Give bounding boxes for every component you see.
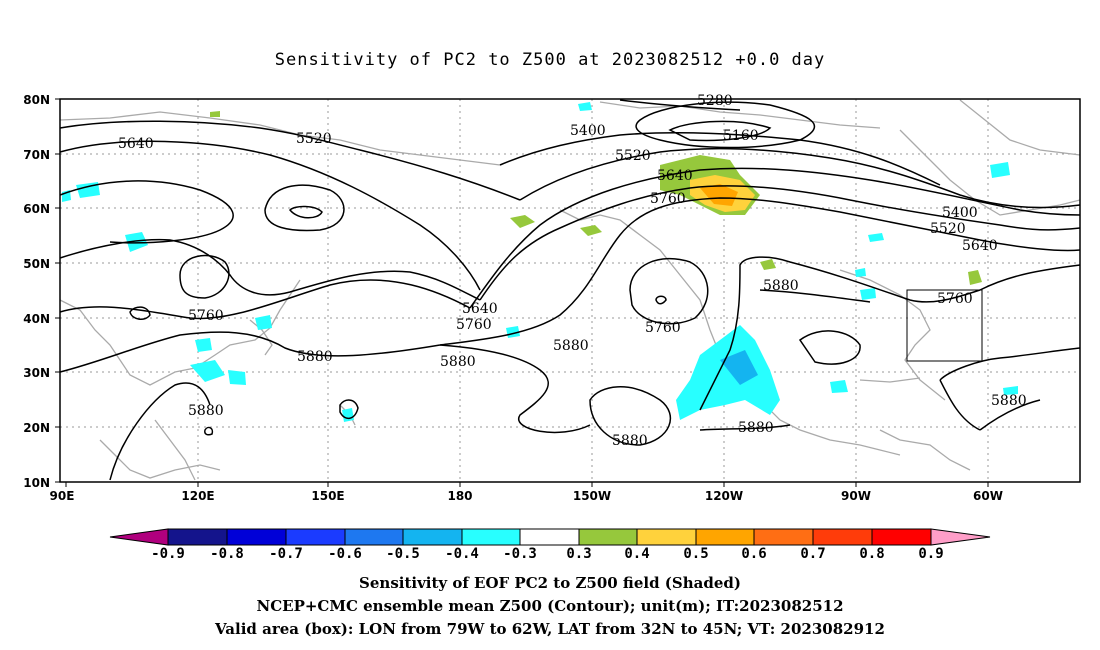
contour-label: 5760 [645,320,681,336]
contour-label: 5880 [991,393,1027,409]
colorbar-label: 0.7 [800,546,825,562]
contour-label: 5400 [942,205,978,221]
lon-label: 90W [841,489,871,503]
contour-label: 5880 [440,354,476,370]
contour-label: 5640 [118,136,154,152]
contour-label: 5520 [296,131,332,147]
lat-label: 30N [23,366,50,380]
colorbar-label: 0.6 [741,546,766,562]
lon-label: 120E [181,489,214,503]
contour-label: 5880 [612,433,648,449]
lat-label: 50N [23,257,50,271]
contour-label: 5520 [615,148,651,164]
contour-label: 5640 [657,168,693,184]
lon-label: 90E [50,489,75,503]
contour-label: 5280 [697,93,733,109]
colorbar-label: -0.6 [328,546,362,562]
lon-label: 180 [447,489,472,503]
colorbar-label: -0.9 [151,546,185,562]
colorbar-label: -0.4 [445,546,479,562]
valid-area-box [906,289,983,362]
colorbar: -0.9 -0.8 -0.7 -0.6 -0.5 -0.4 -0.3 0.3 0… [109,528,991,562]
contour-label: 5880 [188,403,224,419]
contour-label: 5880 [738,420,774,436]
contour-label: 5640 [962,238,998,254]
colorbar-arrow-left [109,528,169,546]
colorbar-label: -0.5 [386,546,420,562]
footer-line-1: Sensitivity of EOF PC2 to Z500 field (Sh… [359,574,741,592]
contour-label: 5880 [297,349,333,365]
plot-area: 5280 5160 5400 5520 5640 5520 5640 5760 … [59,93,1081,483]
colorbar-label: 0.4 [624,546,649,562]
lat-label: 70N [23,148,50,162]
lon-label: 60W [973,489,1003,503]
colorbar-label: -0.3 [503,546,537,562]
lon-label: 120W [705,489,743,503]
contour-label: 5160 [723,128,759,144]
lat-label: 60N [23,202,50,216]
contour-label: 5520 [930,221,966,237]
contour-label: 5760 [188,308,224,324]
contour-label: 5880 [763,278,799,294]
lon-label: 150E [311,489,344,503]
contour-label: 5760 [937,291,973,307]
page-title: Sensitivity of PC2 to Z500 at 2023082512… [274,50,826,70]
colorbar-label: 0.9 [918,546,943,562]
footer-line-2: NCEP+CMC ensemble mean Z500 (Contour); u… [256,597,844,615]
axis-ticks [55,98,989,487]
contour-label: 5760 [456,317,492,333]
colorbar-arrow-right [930,528,991,546]
colorbar-label: -0.8 [210,546,244,562]
lat-label: 10N [23,476,50,490]
z500-contours [59,99,1081,481]
coastlines [59,99,1081,481]
footer-line-3: Valid area (box): LON from 79W to 62W, L… [215,620,885,638]
lat-label: 40N [23,312,50,326]
contour-label: 5400 [570,123,606,139]
colorbar-label: 0.5 [683,546,708,562]
colorbar-label: 0.8 [859,546,884,562]
sensitivity-shading [62,102,1018,422]
lat-label: 80N [23,93,50,107]
contour-label: 5640 [462,301,498,317]
lon-label: 150W [573,489,611,503]
contour-label: 5880 [553,338,589,354]
colorbar-label: -0.7 [269,546,303,562]
contour-label: 5760 [650,191,686,207]
lat-label: 20N [23,421,50,435]
colorbar-label: 0.3 [566,546,591,562]
